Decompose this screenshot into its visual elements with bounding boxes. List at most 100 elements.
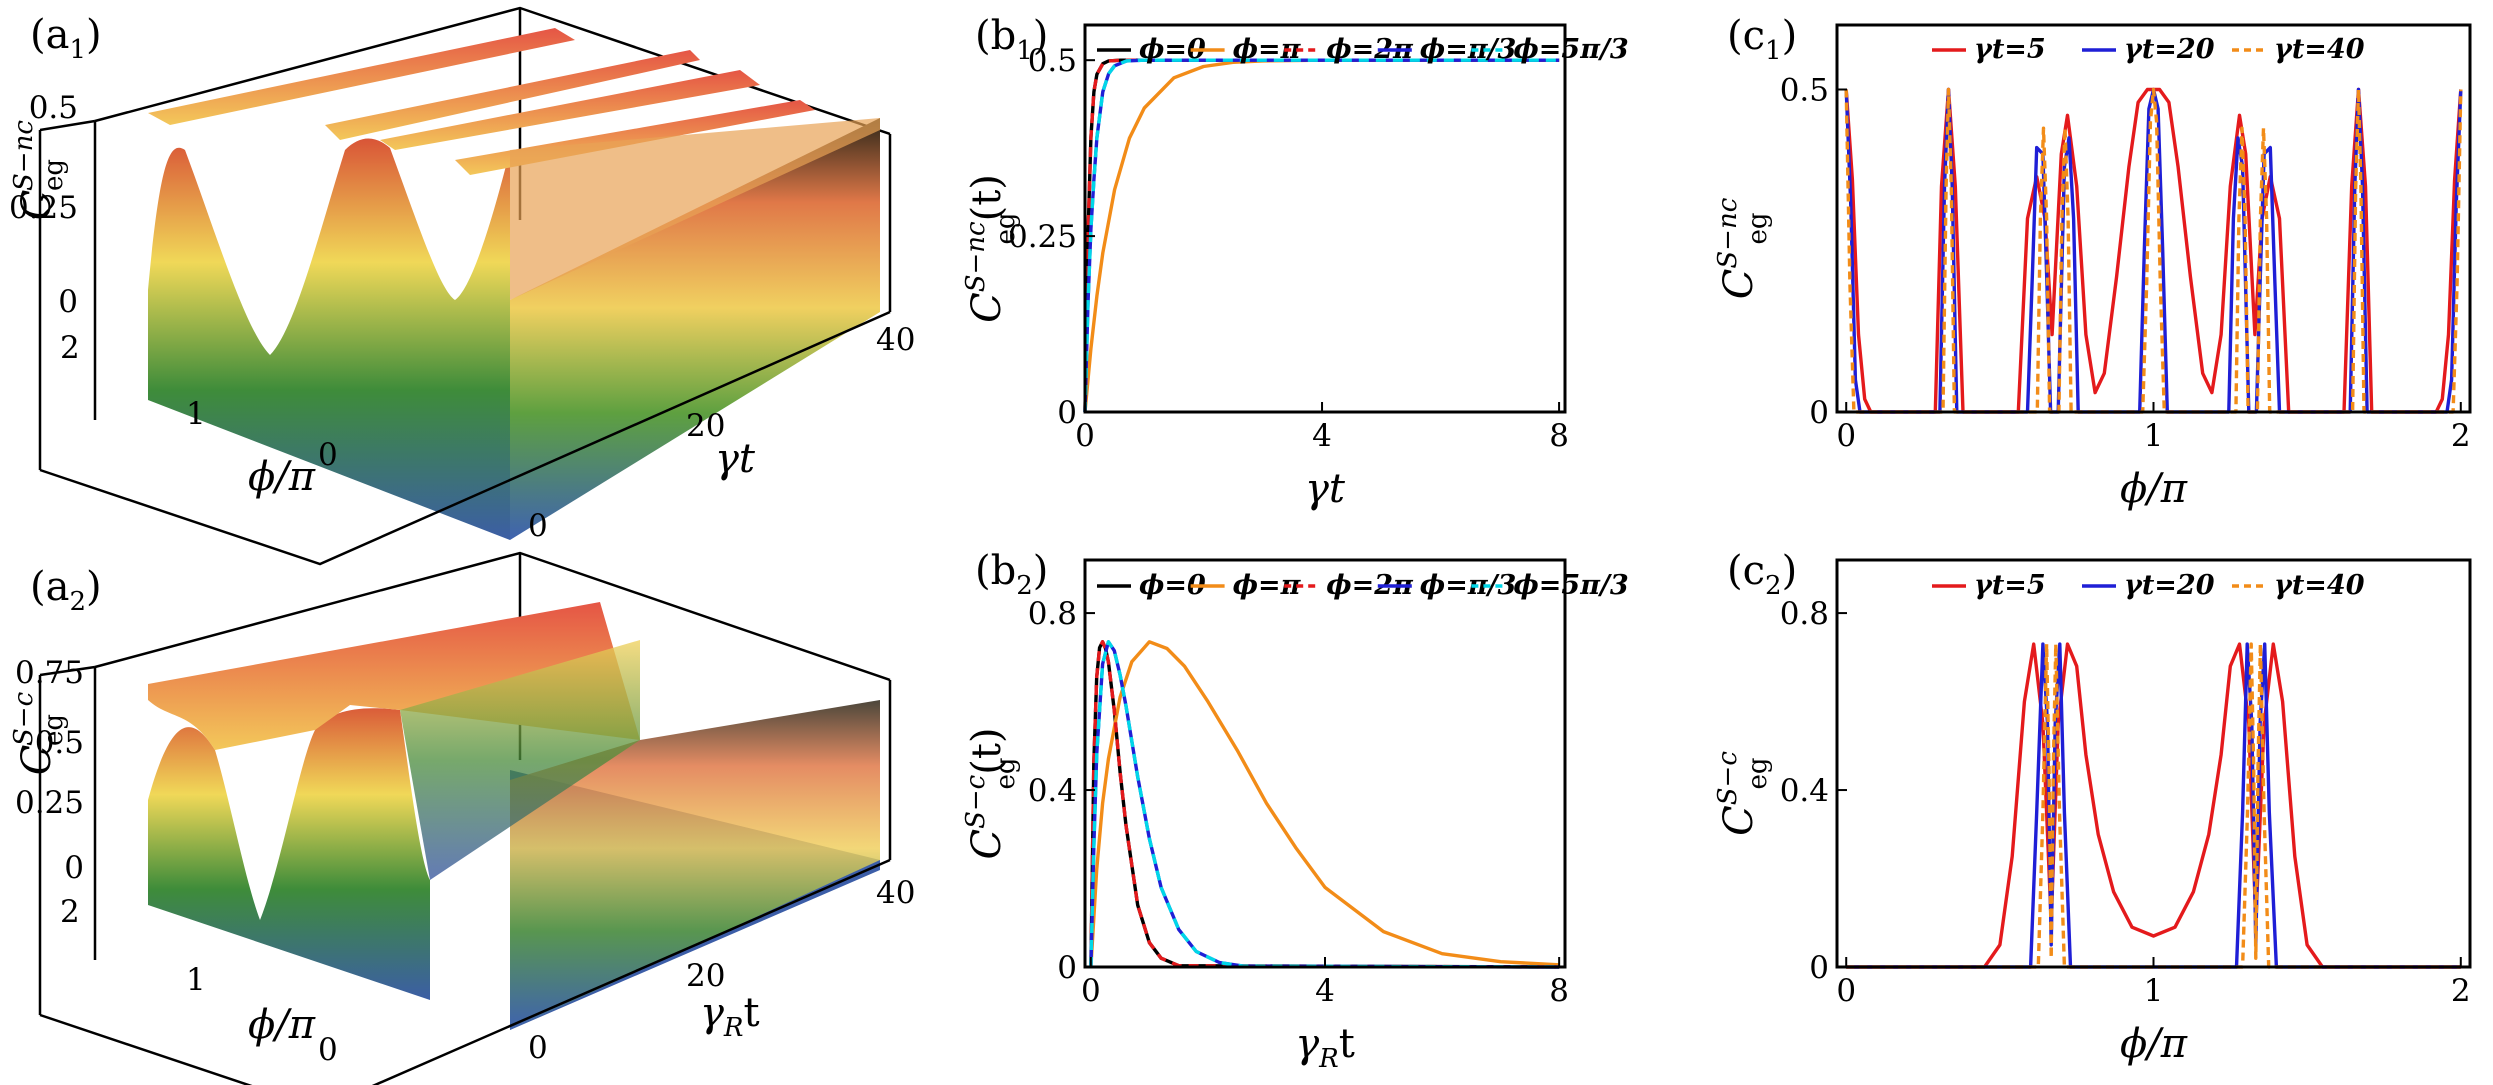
panel-c1-line-chart: 0 1 2 0 0.5 ϕ/π CS−nc eg (c1) γt=5 γt=20 γt=40 <box>1713 13 2472 512</box>
svg-text:eg: eg <box>1743 757 1773 789</box>
svg-text:CS−nc: CS−nc <box>1713 197 1762 299</box>
b1-series-2-line <box>1083 58 1560 413</box>
c2-ytick-label-0: 0 <box>1809 950 1829 986</box>
a1-phitick-2: 0 <box>318 437 338 473</box>
a1-ztick-1: 0.25 <box>9 190 78 226</box>
b1-ytick-label-0: 0 <box>1057 395 1077 431</box>
panel-c2-line-chart: 0 1 2 0 0.4 0.8 ϕ/π CS−c eg (c2) γt=5 γt=20 γt=40 <box>1713 548 2472 1067</box>
a2-ttick-0: 40 <box>876 875 915 911</box>
a2-surface-front-face <box>148 684 430 1000</box>
c1-ytick-label-0: 0 <box>1809 395 1829 431</box>
a1-ztick-0: 0.5 <box>29 90 78 126</box>
svg-text:eg: eg <box>39 714 69 746</box>
a1-ttick-0: 40 <box>876 322 915 358</box>
b1-legend-label-1: ϕ=π <box>1233 34 1302 65</box>
a2-ztick-3: 0 <box>64 850 84 886</box>
b2-xlabel: γRt <box>1295 1021 1355 1074</box>
a2-ztick-1: 0.5 <box>35 725 84 761</box>
a2-phitick-0: 2 <box>60 894 80 930</box>
b1-ytick-label-2: 0.5 <box>1028 43 1077 79</box>
b2-series-1-line <box>1089 640 1560 968</box>
panel-b2-line-chart: 0 4 8 0 0.4 0.8 γRt CS−c(t)eg (b2) ϕ=0 ϕ=π ϕ=2π ϕ=π/… <box>961 548 1629 1074</box>
a2-zlabel: C S−c eg <box>9 691 69 775</box>
a2-ttick-1: 20 <box>686 958 725 994</box>
svg-text:S−c: S−c <box>9 691 39 746</box>
b1-xlabel: γt <box>1305 466 1346 512</box>
b1-xtick-label-0: 0 <box>1075 418 1095 454</box>
c2-series-2-line <box>1846 642 2461 969</box>
a1-ttick-1: 20 <box>686 408 725 444</box>
panel-b1-line-chart: 0 4 8 0 0.25 0.5 γt CS−nc(t)eg (b1) ϕ=0 ϕ=π ϕ=2π ϕ=π… <box>961 13 1629 512</box>
c1-legend: γt=5 γt=20 γt=40 <box>1932 34 2365 65</box>
a2-base-frame <box>39 858 891 1085</box>
svg-text:eg: eg <box>991 212 1021 244</box>
b2-series-4-line <box>1089 640 1560 969</box>
b1-series-3-line <box>1083 58 1560 413</box>
c2-series-0-line <box>1846 642 2461 969</box>
c2-panel-label: (c2) <box>1727 548 1797 601</box>
c1-legend-label-1: γt=20 <box>2124 34 2215 65</box>
b2-ylabel: CS−c(t)eg <box>961 727 1021 859</box>
b1-legend: ϕ=0 ϕ=π ϕ=2π ϕ=π/3ϕ=5π/3 <box>1097 34 1629 65</box>
c2-xtick-label-0: 0 <box>1836 973 1856 1009</box>
c1-xlabel: ϕ/π <box>2120 466 2188 512</box>
a1-panel-label: (a1) <box>30 12 102 65</box>
c2-series-1-line <box>1846 642 2461 969</box>
c2-legend: γt=5 γt=20 γt=40 <box>1932 570 2365 601</box>
a1-ttick-2: 0 <box>528 508 548 544</box>
a2-surface-valley <box>400 640 640 880</box>
c1-xtick-label-0: 0 <box>1836 418 1856 454</box>
b1-xtick-label-2: 8 <box>1549 418 1569 454</box>
a2-phitick-2: 0 <box>318 1032 338 1068</box>
c2-xtick-label-2: 2 <box>2451 973 2471 1009</box>
a1-ridge-2 <box>325 50 700 140</box>
svg-text:CS−c(t): CS−c(t) <box>961 727 1010 859</box>
svg-text:S−nc: S−nc <box>9 120 39 191</box>
c2-series-group <box>1846 642 2461 969</box>
svg-text:C: C <box>14 745 60 776</box>
a1-xlabel: ϕ/π <box>248 454 316 500</box>
b2-legend-label-1: ϕ=π <box>1233 570 1302 601</box>
c1-panel-label: (c1) <box>1727 13 1797 66</box>
a1-surface-side-face <box>510 118 880 540</box>
c1-xtick-label-1: 1 <box>2144 418 2164 454</box>
svg-text:eg: eg <box>1743 212 1773 244</box>
b2-series-0-line <box>1089 640 1560 969</box>
a1-zlabel: C S−nc eg <box>9 120 69 221</box>
c2-legend-label-2: γt=40 <box>2274 570 2365 601</box>
b2-xtick-label-2: 8 <box>1549 973 1569 1009</box>
c2-ytick-label-2: 0.8 <box>1780 596 1829 632</box>
a1-ridge-3 <box>380 70 760 150</box>
a2-ttick-2: 0 <box>528 1030 548 1066</box>
c1-legend-label-2: γt=40 <box>2274 34 2365 65</box>
c2-ylabel: CS−c eg <box>1713 751 1773 836</box>
b1-series-4-line <box>1083 58 1560 413</box>
c2-plot-frame <box>1835 558 2472 969</box>
c1-plot-frame <box>1835 23 2472 414</box>
a2-ylabel: γRt <box>700 990 760 1043</box>
b1-series-1-line <box>1083 58 1560 413</box>
b2-series-group <box>1089 640 1560 969</box>
b2-series-3-line <box>1089 640 1560 969</box>
a2-panel-label: (a2) <box>30 564 102 617</box>
a1-surface-right-top <box>510 118 880 300</box>
b2-series-2-line <box>1089 640 1560 969</box>
a1-base-frame <box>39 310 891 566</box>
b2-legend-label-4: ϕ=5π/3 <box>1513 570 1628 601</box>
b2-legend: ϕ=0 ϕ=π ϕ=2π ϕ=π/3ϕ=5π/3 <box>1097 570 1629 601</box>
a2-xlabel: ϕ/π <box>248 1002 316 1048</box>
a1-top-left-edge <box>39 119 96 132</box>
c1-ylabel: CS−nc eg <box>1713 197 1773 299</box>
c1-series-0-line <box>1844 87 2463 414</box>
c1-series-group <box>1844 87 2463 414</box>
b1-ytick-label-1: 0.25 <box>1008 219 1077 255</box>
a2-surface-side-face <box>510 700 880 1030</box>
a2-phitick-1: 1 <box>186 962 206 998</box>
a1-ylabel: γt <box>715 436 756 482</box>
a2-top-left-edge <box>39 665 96 677</box>
a1-ridge-1 <box>148 28 575 125</box>
svg-text:eg: eg <box>39 159 69 191</box>
c1-legend-label-0: γt=5 <box>1974 34 2046 65</box>
